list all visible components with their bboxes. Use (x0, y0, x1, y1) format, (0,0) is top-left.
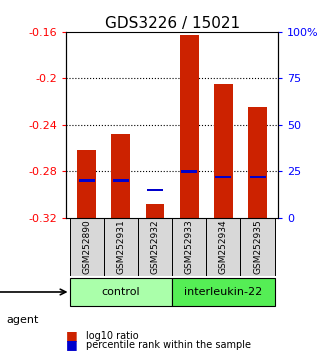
Bar (181, 170, 197, 173)
FancyBboxPatch shape (70, 218, 104, 276)
Bar (180, 35, 199, 218)
Bar (113, 179, 129, 182)
Text: percentile rank within the sample: percentile rank within the sample (86, 340, 251, 350)
Text: GSM252890: GSM252890 (82, 219, 91, 274)
Bar (112, 134, 130, 218)
Bar (250, 176, 265, 178)
Text: ■: ■ (66, 329, 78, 342)
FancyBboxPatch shape (172, 218, 206, 276)
FancyBboxPatch shape (206, 218, 240, 276)
Text: ■: ■ (66, 338, 78, 351)
Text: control: control (102, 287, 140, 297)
Text: interleukin-22: interleukin-22 (184, 287, 262, 297)
Bar (147, 189, 163, 191)
FancyBboxPatch shape (70, 278, 172, 306)
Bar (215, 176, 231, 178)
Text: GSM252931: GSM252931 (117, 219, 125, 274)
Text: GSM252935: GSM252935 (253, 219, 262, 274)
FancyBboxPatch shape (138, 218, 172, 276)
FancyBboxPatch shape (240, 218, 275, 276)
FancyBboxPatch shape (104, 218, 138, 276)
FancyBboxPatch shape (172, 278, 275, 306)
Bar (146, 204, 165, 218)
Bar (248, 107, 267, 218)
Text: log10 ratio: log10 ratio (86, 331, 139, 341)
Bar (79, 179, 95, 182)
Title: GDS3226 / 15021: GDS3226 / 15021 (105, 16, 240, 31)
Text: GSM252932: GSM252932 (151, 219, 160, 274)
Text: GSM252934: GSM252934 (219, 219, 228, 274)
Text: agent: agent (7, 315, 39, 325)
Bar (77, 150, 96, 218)
Bar (214, 84, 233, 218)
Text: GSM252933: GSM252933 (185, 219, 194, 274)
